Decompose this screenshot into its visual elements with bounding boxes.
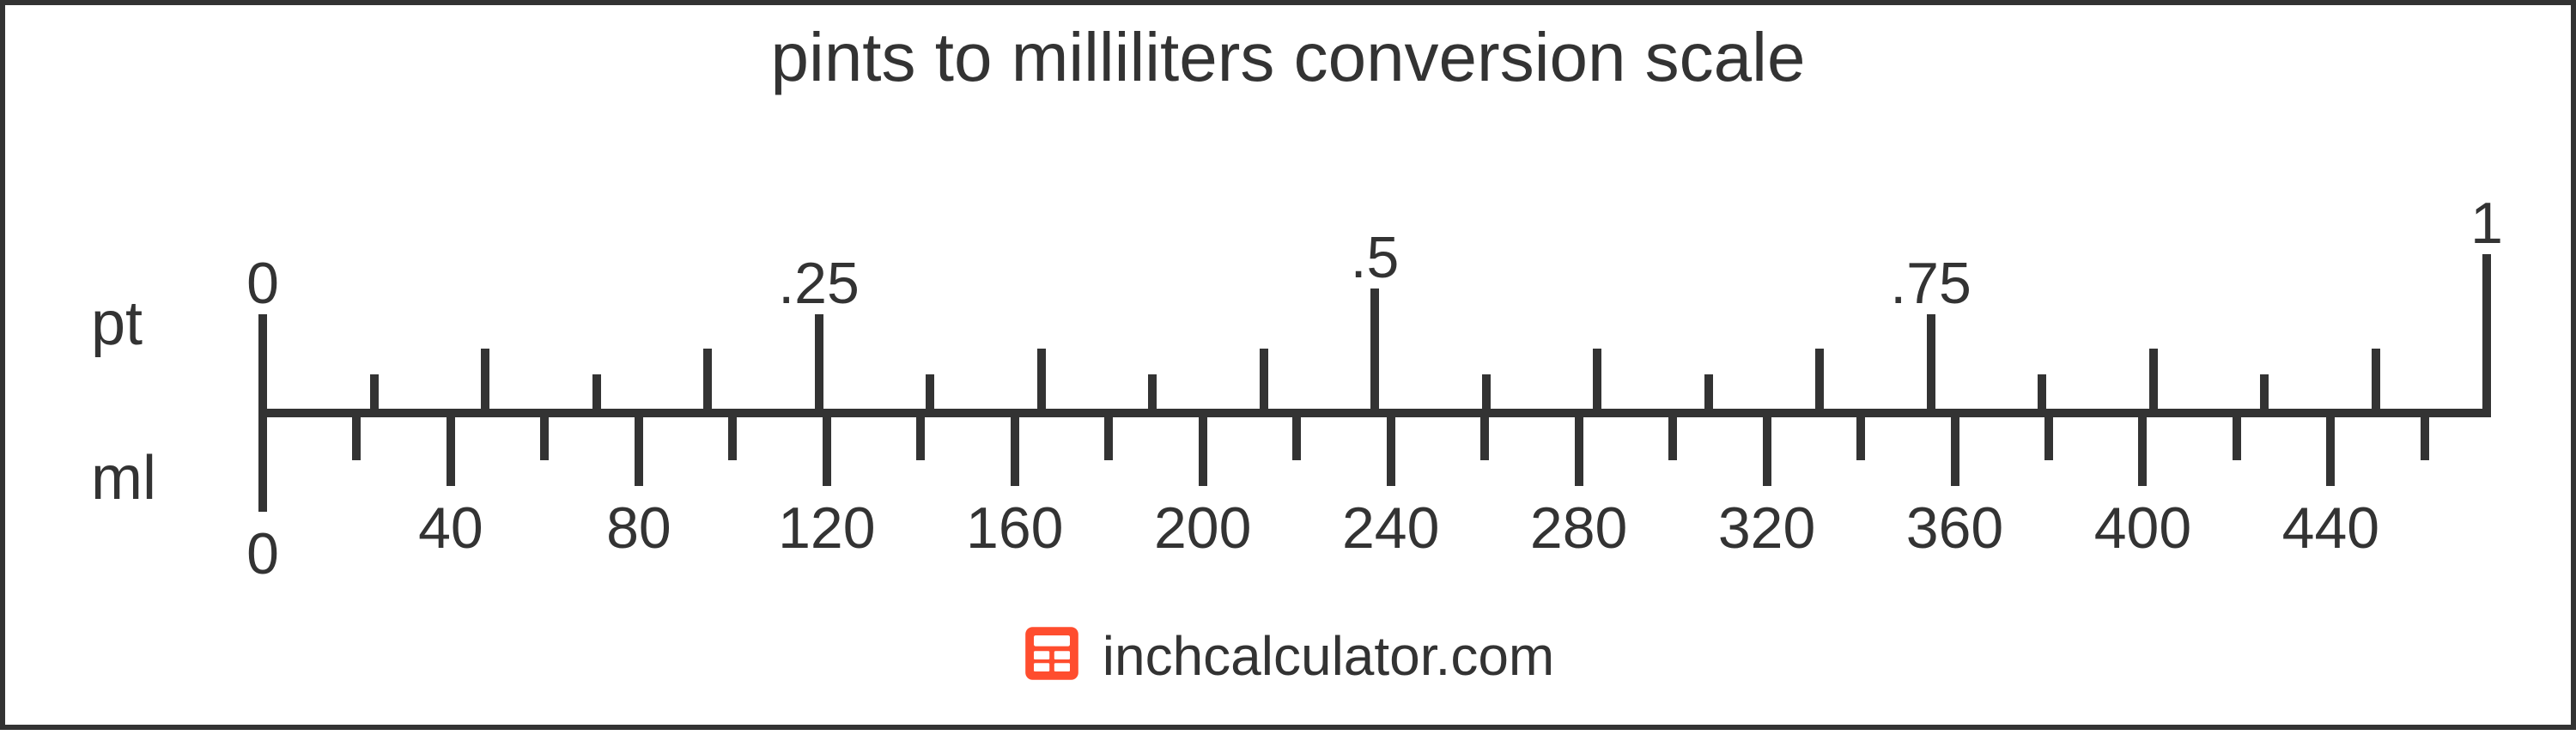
bottom-tick — [1763, 409, 1771, 486]
top-tick — [2372, 349, 2380, 417]
bottom-tick-label: 40 — [418, 495, 483, 562]
bottom-tick-label: 160 — [966, 495, 1063, 562]
bottom-tick-label: 0 — [246, 520, 279, 587]
top-tick — [592, 374, 601, 417]
brand-text: inchcalculator.com — [1103, 624, 1554, 688]
bottom-tick — [1387, 409, 1395, 486]
top-tick — [370, 374, 379, 417]
bottom-tick — [1575, 409, 1583, 486]
top-tick — [703, 349, 712, 417]
bottom-tick-label: 360 — [1906, 495, 2003, 562]
bottom-tick — [352, 409, 361, 460]
bottom-tick — [635, 409, 643, 486]
top-tick — [258, 314, 267, 417]
top-tick — [1037, 349, 1046, 417]
top-tick-label: .75 — [1890, 250, 1971, 317]
bottom-tick — [1011, 409, 1019, 486]
bottom-tick — [2233, 409, 2241, 460]
top-tick — [1370, 289, 1379, 417]
bottom-tick — [728, 409, 737, 460]
bottom-tick — [540, 409, 549, 460]
top-tick — [1593, 349, 1601, 417]
top-tick — [481, 349, 489, 417]
bottom-tick — [447, 409, 455, 486]
top-tick-label: .5 — [1351, 224, 1400, 291]
calculator-icon — [1022, 623, 1082, 688]
bottom-tick — [1104, 409, 1113, 460]
bottom-tick — [916, 409, 925, 460]
footer: inchcalculator.com — [5, 623, 2571, 688]
bottom-tick — [2326, 409, 2335, 486]
bottom-tick-label: 80 — [606, 495, 671, 562]
conversion-scale-container: pints to milliliters conversion scale pt… — [0, 0, 2576, 730]
top-tick — [1927, 314, 1935, 417]
bottom-tick — [823, 409, 831, 486]
top-tick — [1148, 374, 1157, 417]
bottom-tick — [1951, 409, 1959, 486]
bottom-tick-label: 120 — [778, 495, 875, 562]
top-tick — [2149, 349, 2158, 417]
bottom-tick-label: 400 — [2094, 495, 2191, 562]
top-tick-label: .25 — [778, 250, 860, 317]
bottom-tick-label: 320 — [1718, 495, 1815, 562]
top-tick — [815, 314, 823, 417]
bottom-tick-label: 280 — [1530, 495, 1627, 562]
bottom-tick — [1668, 409, 1677, 460]
bottom-tick — [2044, 409, 2053, 460]
bottom-tick — [1199, 409, 1207, 486]
bottom-tick — [2421, 409, 2429, 460]
top-tick — [1815, 349, 1824, 417]
bottom-tick — [258, 409, 267, 512]
top-tick-label: 0 — [246, 250, 279, 317]
bottom-tick — [1480, 409, 1489, 460]
bottom-tick — [1292, 409, 1301, 460]
top-tick — [2260, 374, 2269, 417]
bottom-tick-label: 240 — [1342, 495, 1439, 562]
top-tick — [926, 374, 934, 417]
top-tick — [2482, 254, 2491, 417]
bottom-tick — [1856, 409, 1865, 460]
bottom-tick — [2138, 409, 2147, 486]
bottom-tick-label: 200 — [1154, 495, 1251, 562]
top-tick — [1704, 374, 1713, 417]
bottom-tick-label: 440 — [2282, 495, 2379, 562]
top-tick-label: 1 — [2470, 190, 2503, 257]
top-tick — [1260, 349, 1268, 417]
